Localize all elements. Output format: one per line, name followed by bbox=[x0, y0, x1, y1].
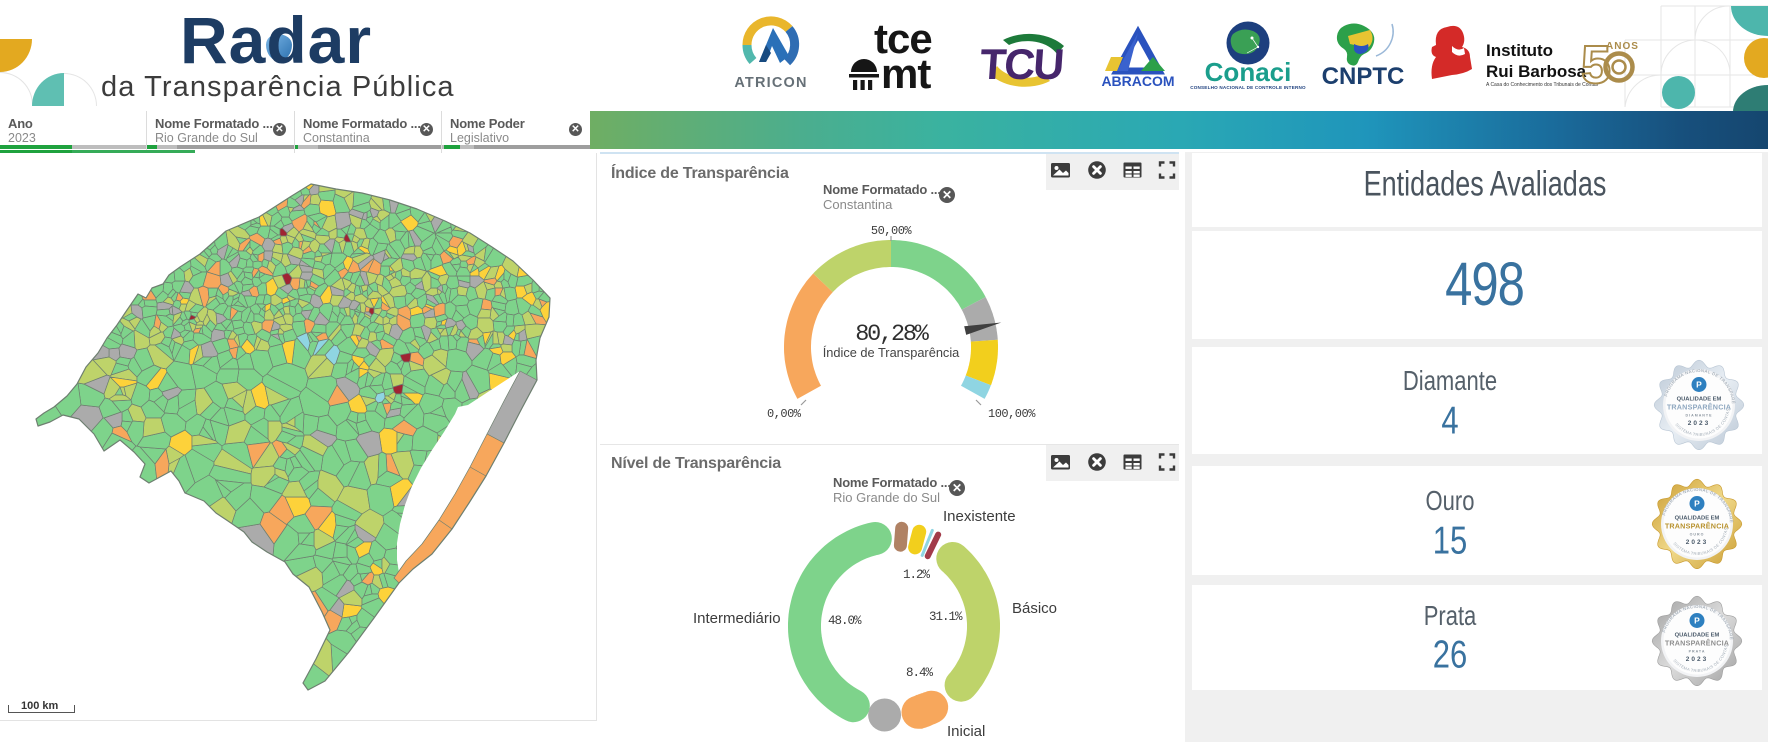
svg-text:TRANSPARÊNCIA: TRANSPARÊNCIA bbox=[1665, 522, 1729, 531]
svg-text:QUALIDADE EM: QUALIDADE EM bbox=[1677, 397, 1722, 403]
svg-text:QUALIDADE EM: QUALIDADE EM bbox=[1675, 633, 1720, 639]
svg-text:tce: tce bbox=[874, 15, 932, 62]
svg-text:ABRACOM: ABRACOM bbox=[1101, 73, 1174, 89]
svg-text:ANOS: ANOS bbox=[1606, 41, 1639, 52]
svg-text:mt: mt bbox=[881, 50, 931, 97]
svg-text:QUALIDADE EM: QUALIDADE EM bbox=[1675, 516, 1720, 522]
svg-text:TCU: TCU bbox=[978, 41, 1064, 89]
svg-text:2023: 2023 bbox=[1686, 539, 1708, 546]
svg-text:OURO: OURO bbox=[1690, 533, 1705, 537]
svg-text:A Casa do Conhecimento dos Tri: A Casa do Conhecimento dos Tribunais de … bbox=[1486, 82, 1599, 88]
svg-text:Rui Barbosa: Rui Barbosa bbox=[1486, 62, 1587, 81]
svg-text:DIAMANTE: DIAMANTE bbox=[1686, 414, 1713, 418]
svg-text:P: P bbox=[1694, 499, 1700, 509]
svg-text:Instituto: Instituto bbox=[1486, 41, 1553, 60]
svg-text:CNPTC: CNPTC bbox=[1322, 63, 1405, 90]
svg-text:CONSELHO NACIONAL DE CONTROLE: CONSELHO NACIONAL DE CONTROLE INTERNO bbox=[1190, 85, 1306, 90]
svg-text:P: P bbox=[1694, 616, 1700, 626]
svg-text:P: P bbox=[1696, 380, 1702, 390]
svg-text:2023: 2023 bbox=[1686, 656, 1708, 663]
svg-text:TRANSPARÊNCIA: TRANSPARÊNCIA bbox=[1665, 639, 1729, 648]
svg-text:PRATA: PRATA bbox=[1689, 650, 1706, 654]
svg-text:2023: 2023 bbox=[1688, 420, 1710, 427]
svg-text:Conaci: Conaci bbox=[1205, 57, 1292, 87]
svg-text:ATRICON: ATRICON bbox=[734, 75, 807, 91]
svg-text:TRANSPARÊNCIA: TRANSPARÊNCIA bbox=[1667, 403, 1731, 412]
